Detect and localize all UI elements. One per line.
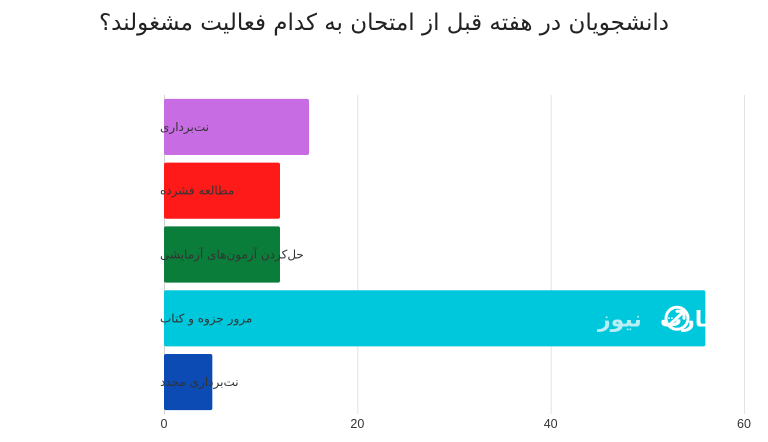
bar bbox=[164, 290, 706, 347]
watermark-logo: تجارت نیوز bbox=[597, 305, 727, 332]
category-label: حل‌کردن آزمون‌های آزمایشی bbox=[160, 247, 304, 263]
bar bbox=[164, 354, 213, 411]
logo-ring bbox=[664, 305, 690, 331]
tick-label-layer: 0 20 40 60 bbox=[161, 417, 751, 431]
category-label-layer: نت‌برداری مطالعه فشرده حل‌کردن آزمون‌های آ… bbox=[160, 120, 304, 390]
logo-icon bbox=[664, 305, 690, 331]
x-tick-label: 0 bbox=[161, 417, 168, 431]
bar bbox=[164, 226, 280, 283]
bar bbox=[164, 98, 309, 155]
bar-layer bbox=[164, 98, 706, 411]
category-label: نت‌برداری مجدد bbox=[160, 375, 239, 390]
x-tick-label: 40 bbox=[544, 417, 558, 431]
chart-title: دانشجویان در هفته قبل از امتحان به کدام … bbox=[98, 10, 670, 36]
watermark-main-text: تجارت bbox=[660, 307, 727, 332]
logo-arrow bbox=[668, 309, 686, 326]
category-label: نت‌برداری bbox=[160, 120, 209, 135]
x-tick-label: 60 bbox=[737, 417, 751, 431]
category-label: مرور جزوه و کتاب bbox=[160, 311, 252, 326]
bar bbox=[164, 162, 280, 219]
watermark-sub-text: نیوز bbox=[597, 307, 642, 332]
x-tick-label: 20 bbox=[350, 417, 364, 431]
category-label: مطالعه فشرده bbox=[160, 184, 234, 199]
